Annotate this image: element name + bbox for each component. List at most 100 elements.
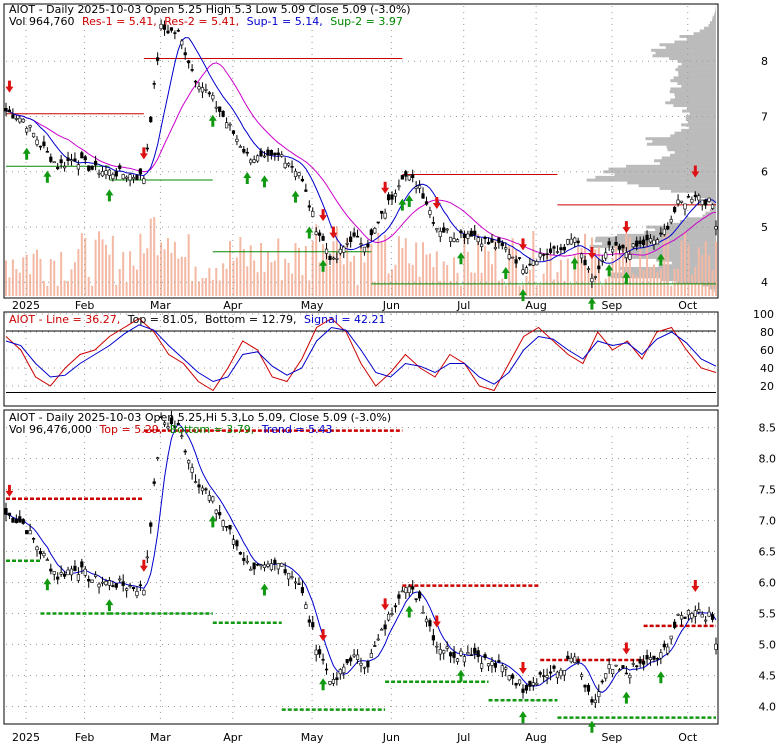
volume-bar — [346, 238, 349, 296]
trend-buy-arrow — [208, 515, 217, 528]
price-candle-body — [42, 141, 46, 147]
price-candle-body — [662, 228, 666, 235]
trend-candle-body — [697, 609, 701, 613]
price-candle-body — [490, 238, 494, 243]
price-candle-body — [111, 174, 115, 179]
trend-candle-body — [362, 666, 367, 669]
volume-bar — [332, 241, 335, 296]
price-candle-body — [283, 162, 287, 168]
volume-bar — [225, 268, 228, 296]
volume-profile-bar — [681, 128, 716, 132]
trend-candle-body — [662, 643, 666, 648]
trend-volume: Vol 96,476,000 — [9, 423, 92, 436]
trend-candle-body — [431, 635, 435, 641]
volume-profile-bar — [652, 139, 716, 143]
trend-xtick: Oct — [678, 731, 698, 744]
volume-bar — [204, 277, 207, 296]
price-candle-body — [393, 193, 398, 197]
volume-profile — [586, 4, 716, 295]
volume-profile-bar — [659, 43, 716, 47]
volume-bar — [525, 275, 528, 296]
volume-profile-bar — [709, 21, 716, 25]
volume-bar — [53, 260, 56, 296]
price-candle-body — [107, 169, 111, 176]
trend-trend-label: Trend = 5.43 — [261, 423, 333, 436]
buy-arrow — [501, 266, 510, 279]
volume-bar — [360, 242, 362, 296]
volume-bar — [315, 224, 318, 296]
stoch-ytick: 40 — [760, 362, 774, 375]
trend-candle-body — [138, 584, 143, 587]
price-candle-body — [462, 233, 466, 238]
trend-candle-body — [204, 488, 208, 491]
volume-bar — [694, 267, 697, 296]
volume-profile-bar — [687, 120, 716, 124]
trend-buy-arrow — [319, 678, 328, 691]
volume-bar — [277, 238, 280, 296]
volume-profile-bar — [603, 170, 716, 174]
buy-arrow — [622, 271, 631, 284]
price-candle-body — [435, 228, 439, 231]
volume-bar — [239, 237, 242, 296]
volume-profile-bar — [686, 217, 716, 221]
volume-bar — [280, 280, 283, 296]
price-candle-body — [624, 252, 628, 259]
trend-candle-body — [114, 583, 118, 588]
price-candle-body — [535, 261, 539, 266]
price-candle-body — [614, 241, 618, 246]
price-candle-body — [414, 186, 418, 189]
trend-candle-body — [655, 658, 660, 660]
trend-buy-arrow — [260, 583, 269, 596]
price-ytick: 7 — [761, 110, 768, 123]
trend-candle-body — [473, 647, 477, 654]
volume-profile-bar — [626, 164, 716, 168]
price-candle-body — [683, 203, 687, 210]
trend-candle-body — [686, 609, 691, 616]
trend-candle-body — [480, 663, 484, 669]
trend-candle-body — [528, 680, 532, 687]
price-candle-body — [114, 171, 118, 177]
price-candle-body — [266, 149, 270, 156]
trend-candle-body — [145, 556, 149, 559]
trend-grid — [6, 427, 716, 722]
volume-bar — [156, 255, 159, 296]
price-candle-body — [145, 147, 149, 150]
price-candle-body — [276, 152, 280, 156]
price-candle-body — [242, 148, 246, 153]
trend-candle-body — [73, 565, 77, 571]
price-xtick: Oct — [678, 299, 698, 312]
volume-bar — [463, 232, 466, 296]
trend-candle-body — [576, 660, 580, 663]
price-candle-body — [459, 230, 463, 234]
price-candle-body — [442, 227, 446, 233]
volume-bar — [663, 235, 666, 296]
price-candle-body — [497, 237, 501, 243]
volume-bar — [301, 274, 304, 296]
price-candle-body — [593, 276, 597, 278]
volume-bar — [466, 251, 469, 296]
trend-candle-body — [704, 619, 708, 622]
price-candle-body — [559, 247, 563, 251]
volume-bar — [260, 243, 263, 296]
trend-candle-body — [693, 610, 697, 617]
volume-bar — [235, 257, 238, 296]
price-candle-body — [287, 163, 291, 166]
volume-bar — [366, 247, 369, 296]
price-candle-body — [493, 247, 498, 249]
trend-candle-body — [128, 585, 132, 587]
trend-candle-body — [504, 667, 508, 670]
stoch-ytick: 80 — [760, 326, 774, 339]
trend-candle-body — [621, 665, 625, 669]
price-candle-body — [62, 165, 67, 169]
trend-candle-body — [393, 605, 398, 608]
price-candle-body — [138, 168, 143, 175]
trend-candle-body — [359, 662, 363, 666]
trend-candle-body — [569, 657, 573, 663]
trend-candle-body — [287, 573, 291, 580]
price-candle-body — [511, 256, 515, 259]
volume-profile-bar — [630, 250, 716, 254]
volume-bar — [432, 267, 435, 296]
trend-candle-body — [300, 587, 305, 594]
price-candle-body — [707, 197, 711, 202]
price-candle-body — [104, 170, 108, 176]
